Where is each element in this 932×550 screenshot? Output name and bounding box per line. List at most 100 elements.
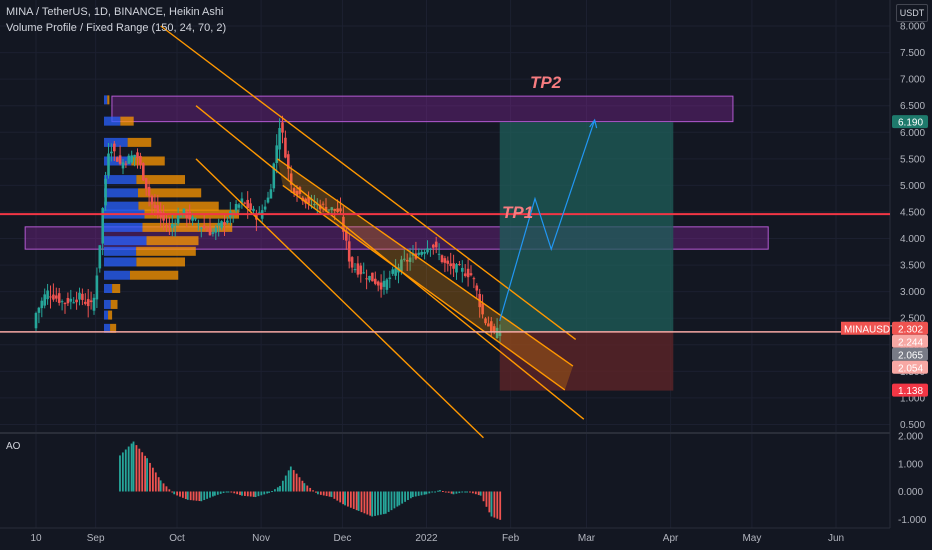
ao-panel [119,441,502,520]
candle-body [440,255,444,263]
ao-bar [209,491,211,498]
candle-body [220,221,223,228]
ao-bar [154,472,157,492]
profile-up-bar [104,310,109,320]
ao-bar [471,491,474,494]
symbol-price-tag-label: MINAUSDT [844,324,896,335]
candle-body [307,196,310,204]
candle-body [321,203,325,205]
ao-bar [266,491,269,494]
price-axis-tag-label: 6.190 [898,118,923,129]
candle-body [223,221,226,225]
ao-bar [344,491,346,506]
ao-bar [450,491,453,494]
candle-body [333,208,336,211]
profile-down-bar [112,284,121,294]
time-tick-label: 2022 [415,533,438,544]
candle-body [266,197,270,203]
ao-bar [306,485,309,492]
candle-body [49,296,52,298]
ao-bar [434,491,437,493]
profile-up-bar [104,95,108,105]
ao-bar [144,455,147,492]
candle-body [194,218,197,220]
ao-bar [477,491,480,496]
ao-bar [239,491,241,496]
candle-body [72,302,75,304]
ao-bar [254,491,257,498]
ao-bar [466,491,468,493]
symbol-legend[interactable]: MINA / TetherUS, 1D, BINANCE, Heikin Ash… [6,6,224,18]
ao-bar [431,491,434,493]
candle-body [452,263,455,269]
candle-body [263,206,267,210]
candle-body [347,241,351,262]
time-tick-label: May [742,533,761,544]
candle-body [420,251,423,255]
channel-line [195,158,484,439]
profile-down-bar [107,95,110,105]
price-axis-tag-label: 1.138 [898,386,923,397]
ao-bar [387,491,390,512]
ao-bar [328,491,331,497]
ao-bar [173,491,176,495]
candle-body [246,199,249,208]
candle-body [353,269,357,271]
candle-body [388,277,392,279]
ao-bar [289,466,292,492]
candle-body [287,154,290,169]
symbol-price-tag [841,321,890,335]
ao-bar [420,491,423,496]
ao-bar [319,491,322,495]
ao-bar [227,491,230,493]
price-axis-tag [892,334,928,348]
profile-down-bar [138,201,219,211]
price-tick-label: 2.500 [900,314,925,325]
ao-bar [496,491,499,519]
candle-body [240,198,244,203]
profile-up-bar [104,236,147,246]
time-tick-label: Nov [252,533,270,544]
candle-body [168,225,171,227]
candle-body [356,263,360,275]
ao-bar [417,491,420,496]
ao-bar [342,491,344,505]
ao-bar [474,491,477,495]
ao-bar [437,490,439,492]
ao-bar [444,491,447,493]
indicator-legend[interactable]: Volume Profile / Fixed Range (150, 24, 7… [6,22,227,34]
candle-body [345,230,348,241]
candle-body [252,208,255,212]
candle-body [292,188,296,194]
price-axis-tag [892,383,928,397]
candle-body [362,272,365,274]
candle-body [443,258,447,263]
price-tick-label: 5.000 [900,181,925,192]
ao-bar [398,491,401,506]
candle-body [434,241,438,248]
candle-body [34,313,38,329]
ao-bar [186,491,189,500]
ao-bar [244,491,246,496]
drawings-layer[interactable] [0,25,890,439]
profile-up-bar [104,137,128,147]
candle-body [118,155,122,164]
candle-body [176,215,180,224]
profile-down-bar [120,116,134,126]
candle-body [394,268,397,276]
ao-bar [303,483,306,492]
ao-bar [414,491,417,497]
ao-legend[interactable]: AO [6,441,21,452]
ao-bar [396,491,399,507]
ao-bar [309,487,312,492]
price-tick-label: 7.000 [900,75,925,86]
ao-bar [360,491,363,513]
ao-bar [379,491,382,515]
time-tick-label: Sep [87,533,105,544]
price-tick-label: 8.000 [900,22,925,33]
candle-body [92,297,96,311]
currency-badge[interactable]: USDT [896,4,928,22]
ao-bar [279,485,281,492]
ao-bar [292,470,295,492]
